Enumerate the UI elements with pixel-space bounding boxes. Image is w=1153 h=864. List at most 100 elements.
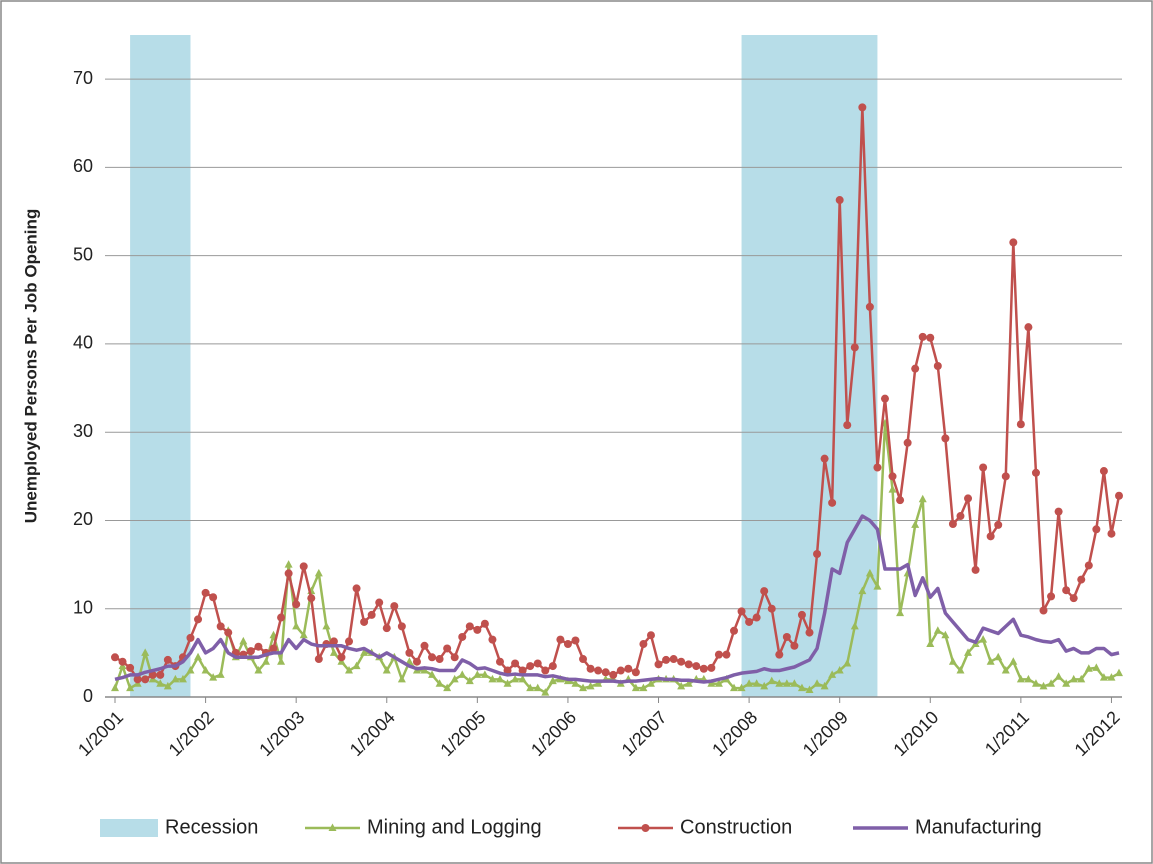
series-line: [114, 106, 1121, 681]
data-point: [790, 679, 799, 687]
data-point: [533, 683, 542, 692]
legend-label: Mining and Logging: [367, 816, 542, 838]
data-point: [933, 362, 942, 370]
data-point: [360, 648, 369, 656]
data-point: [1077, 674, 1086, 683]
data-point: [450, 674, 459, 683]
data-point: [488, 674, 497, 683]
data-point: [654, 660, 663, 669]
data-point: [345, 637, 354, 646]
data-point: [722, 650, 731, 659]
data-point: [730, 626, 739, 635]
data-point: [216, 670, 225, 678]
data-point: [428, 670, 437, 678]
data-point: [412, 657, 421, 666]
y-tick-label: 70: [73, 68, 93, 88]
data-point: [1001, 472, 1010, 481]
data-point: [782, 632, 791, 641]
data-point: [329, 637, 338, 646]
data-point: [254, 666, 263, 674]
data-point: [820, 681, 829, 690]
data-point: [360, 617, 369, 626]
y-tick-label: 30: [73, 421, 93, 441]
recession-band: [130, 35, 191, 697]
data-point: [903, 438, 912, 447]
data-point: [662, 655, 671, 664]
data-point: [730, 683, 739, 692]
data-point: [933, 626, 942, 634]
legend-label: Recession: [165, 816, 258, 838]
data-point: [1009, 657, 1018, 665]
data-point: [767, 676, 776, 685]
data-point: [563, 640, 572, 649]
data-point: [269, 644, 278, 653]
data-point: [805, 685, 814, 693]
data-point: [775, 650, 784, 659]
data-point: [141, 648, 150, 656]
data-point: [586, 664, 595, 673]
data-point: [126, 663, 135, 672]
data-point: [1024, 674, 1033, 683]
data-point: [752, 613, 761, 622]
data-point: [918, 332, 927, 341]
data-point: [443, 644, 452, 653]
data-point: [707, 679, 716, 687]
data-point: [314, 655, 323, 664]
data-point: [277, 657, 286, 665]
data-point: [813, 550, 822, 559]
data-point: [1069, 594, 1078, 603]
data-point: [216, 622, 225, 631]
data-point: [1099, 467, 1108, 476]
data-point: [896, 496, 905, 505]
y-tick-label: 0: [83, 686, 93, 706]
y-axis-label: Unemployed Persons Per Job Opening: [21, 209, 40, 524]
data-point: [873, 582, 882, 590]
data-point: [405, 657, 414, 665]
data-point: [1031, 468, 1040, 477]
data-point: [186, 666, 195, 674]
data-point: [201, 666, 210, 674]
data-point: [254, 642, 263, 651]
data-point: [209, 673, 218, 681]
data-point: [865, 302, 874, 311]
data-point: [994, 652, 1003, 661]
data-point: [465, 676, 474, 685]
data-point: [737, 607, 746, 616]
data-point: [745, 617, 754, 626]
data-point: [533, 659, 542, 668]
data-point: [624, 664, 633, 673]
data-point: [435, 679, 444, 687]
data-point: [1001, 666, 1010, 674]
data-point: [979, 463, 988, 472]
data-point: [1039, 681, 1048, 690]
data-point: [948, 657, 957, 665]
data-point: [835, 666, 844, 674]
data-point: [526, 662, 535, 671]
data-point: [571, 679, 580, 687]
data-point: [292, 600, 301, 609]
data-point: [677, 681, 686, 690]
data-point: [880, 394, 889, 403]
data-point: [171, 674, 180, 683]
data-point: [224, 628, 233, 637]
data-point: [639, 683, 648, 692]
data-point: [858, 103, 867, 112]
data-point: [314, 568, 323, 577]
data-point: [156, 670, 165, 679]
legend-marker: [641, 824, 650, 832]
data-point: [850, 343, 859, 352]
data-point: [745, 679, 754, 687]
data-point: [828, 670, 837, 678]
data-point: [292, 621, 301, 630]
data-point: [782, 679, 791, 687]
data-point: [639, 640, 648, 649]
data-point: [714, 650, 723, 659]
data-point: [888, 485, 897, 493]
data-point: [556, 635, 565, 644]
data-point: [737, 683, 746, 692]
data-point: [473, 670, 482, 678]
data-point: [495, 674, 504, 683]
data-point: [465, 622, 474, 631]
data-point: [1054, 507, 1063, 516]
